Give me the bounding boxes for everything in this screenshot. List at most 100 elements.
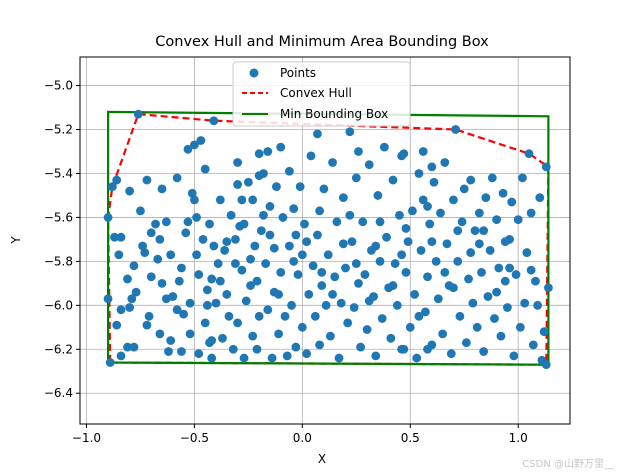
data-point <box>459 184 469 194</box>
data-point <box>531 276 540 286</box>
data-point <box>431 256 441 266</box>
data-point <box>140 248 150 257</box>
data-point <box>278 213 288 222</box>
data-point <box>522 248 532 257</box>
data-point <box>289 256 299 266</box>
data-point <box>164 347 173 356</box>
data-point <box>453 226 463 236</box>
data-point <box>200 318 210 328</box>
data-point <box>146 272 156 282</box>
data-point <box>336 298 346 308</box>
data-point <box>371 241 381 251</box>
data-point <box>308 261 318 271</box>
data-point <box>442 239 452 249</box>
data-point <box>233 318 242 328</box>
data-point <box>185 329 195 339</box>
data-point <box>237 195 247 205</box>
data-point <box>297 250 307 260</box>
data-point <box>202 285 212 295</box>
data-point <box>127 294 137 304</box>
data-point <box>451 125 460 134</box>
data-point <box>425 219 435 229</box>
data-point <box>243 177 253 187</box>
data-point <box>293 270 303 279</box>
data-point <box>259 210 268 220</box>
data-point <box>373 191 383 200</box>
data-point <box>166 250 176 260</box>
data-point <box>479 347 489 356</box>
data-point <box>371 351 381 361</box>
data-point <box>390 259 400 268</box>
data-point <box>388 175 398 185</box>
data-point <box>107 182 117 192</box>
data-point <box>136 206 145 216</box>
data-point <box>233 158 242 167</box>
data-point <box>114 250 124 260</box>
data-point <box>228 344 238 354</box>
data-point <box>535 193 545 203</box>
plot-frame <box>79 56 571 425</box>
legend-points-label: Points <box>280 66 316 80</box>
data-point <box>306 151 316 161</box>
data-point <box>231 259 240 268</box>
data-point <box>325 331 335 341</box>
data-point <box>492 215 502 225</box>
x-tick-label: 0.0 <box>293 431 312 445</box>
data-point <box>319 184 329 194</box>
data-point <box>177 263 186 273</box>
data-point <box>252 276 262 286</box>
data-point <box>297 322 307 332</box>
data-point <box>282 351 292 361</box>
data-point <box>142 175 152 185</box>
data-point <box>207 336 217 345</box>
data-point <box>513 215 523 225</box>
data-point <box>112 320 122 330</box>
y-tick-label: −6.4 <box>44 386 73 400</box>
data-point <box>401 224 411 233</box>
x-tick-label: 0.5 <box>401 431 420 445</box>
data-point <box>338 193 348 203</box>
data-point <box>155 235 165 244</box>
watermark: CSDN @山野万里__ <box>522 459 614 470</box>
data-point <box>509 351 519 361</box>
data-point <box>161 217 171 227</box>
data-point <box>453 256 463 266</box>
data-point <box>241 296 251 306</box>
y-tick-label: −6.2 <box>44 342 73 356</box>
y-tick-label: −5.8 <box>44 254 73 268</box>
data-point <box>284 166 294 176</box>
legend-points-marker <box>249 68 259 78</box>
data-point <box>505 263 514 273</box>
data-point <box>166 336 176 345</box>
data-point <box>209 116 219 126</box>
data-point <box>382 232 391 242</box>
x-tick-label: −0.5 <box>180 431 209 445</box>
data-point <box>291 342 301 352</box>
data-point <box>377 314 387 323</box>
data-point <box>496 331 506 341</box>
data-point <box>269 243 279 253</box>
data-point <box>498 188 508 198</box>
data-point <box>317 267 327 277</box>
data-point <box>541 162 551 172</box>
data-point <box>215 195 225 205</box>
data-point <box>125 303 135 312</box>
data-point <box>183 217 193 227</box>
data-point <box>520 298 530 308</box>
data-point <box>526 265 536 275</box>
data-point <box>226 210 236 220</box>
data-point <box>433 294 443 304</box>
data-point <box>261 259 271 268</box>
data-point <box>276 142 286 152</box>
data-point <box>213 259 223 268</box>
data-point <box>248 195 258 205</box>
data-point <box>161 294 171 304</box>
data-point <box>248 331 258 341</box>
data-point <box>487 173 497 183</box>
data-point <box>414 169 424 178</box>
data-point <box>194 349 204 359</box>
data-point <box>401 267 411 277</box>
data-point <box>375 217 385 227</box>
data-point <box>274 329 283 339</box>
data-point <box>103 294 113 304</box>
